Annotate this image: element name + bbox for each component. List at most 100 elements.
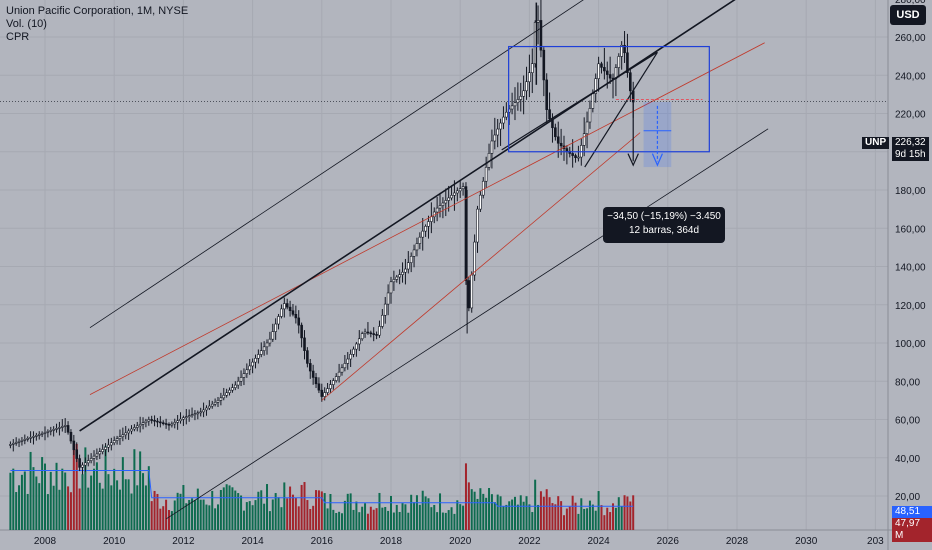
candle-body	[427, 221, 430, 227]
candle-body	[147, 419, 151, 422]
candle-body	[245, 369, 249, 374]
volume-bar	[61, 468, 64, 530]
volume-bar	[41, 457, 44, 530]
volume-bar	[167, 509, 170, 530]
outer-channel-lower	[165, 128, 769, 520]
candle-body	[138, 423, 142, 427]
candle-body	[228, 389, 231, 394]
volume-bar	[185, 503, 188, 530]
candle-body	[104, 446, 107, 450]
volume-bar	[392, 512, 395, 530]
volume-bar	[49, 471, 52, 530]
candle-body	[461, 186, 465, 190]
x-tick-label: 2008	[34, 536, 57, 547]
candle-body	[208, 405, 211, 409]
candle-body	[242, 373, 246, 378]
volume-bar	[303, 482, 306, 530]
y-tick-label: 120,00	[895, 301, 926, 312]
candle-body	[582, 133, 586, 146]
volume-bar	[375, 508, 378, 530]
volume-bar	[173, 500, 176, 530]
candle-body	[360, 333, 364, 340]
volume-bar	[283, 482, 286, 530]
symbol-title[interactable]: Union Pacific Corporation, 1M, NYSE	[6, 5, 189, 17]
volume-bar	[571, 495, 574, 530]
candle-body	[306, 350, 309, 364]
volume-bar	[38, 483, 41, 530]
volume-bar	[534, 479, 537, 530]
x-tick-label: 2028	[726, 536, 749, 547]
volume-bar	[139, 451, 142, 530]
currency-button[interactable]: USD	[890, 5, 926, 25]
volume-bar	[144, 485, 147, 530]
volume-bar	[98, 482, 101, 530]
volume-bar	[482, 493, 485, 530]
volume-bar	[20, 474, 23, 530]
candle-body	[435, 207, 439, 213]
candle-body	[20, 440, 24, 442]
x-tick-label: 2010	[103, 536, 126, 547]
candle-body	[421, 230, 425, 238]
candle-body	[620, 44, 623, 57]
cpr-indicator-label[interactable]: CPR	[6, 31, 30, 43]
volume-bar	[208, 505, 211, 530]
x-tick-label: 2018	[380, 536, 403, 547]
candle-body	[450, 195, 453, 199]
volume-bar	[577, 513, 580, 530]
candle-body	[254, 357, 257, 363]
volume-bar	[104, 445, 107, 530]
candle-body	[441, 202, 445, 206]
candle-body	[412, 249, 416, 257]
candle-body	[528, 72, 531, 83]
candle-body	[43, 432, 47, 434]
volume-bar	[620, 506, 623, 530]
candle-body	[430, 216, 433, 222]
volume-bar	[632, 495, 635, 530]
candle-body	[409, 255, 413, 263]
volume-bar	[439, 493, 442, 530]
price-tag-countdown: 9d 15h	[892, 149, 929, 161]
candle-body	[608, 74, 612, 79]
volume-bar	[574, 502, 577, 530]
candle-body	[378, 326, 381, 336]
volume-bar	[364, 503, 367, 530]
volume-bar	[372, 509, 375, 530]
candle-body	[69, 431, 73, 442]
candle-body	[352, 348, 355, 355]
candle-body	[222, 394, 226, 399]
wedge-lower	[584, 51, 658, 168]
candle-body	[571, 153, 574, 156]
volume-bar	[179, 493, 182, 530]
volume-bar	[436, 512, 439, 530]
volume-bar	[568, 506, 571, 530]
candle-body	[216, 400, 220, 403]
volume-bar	[26, 493, 29, 530]
volume-indicator-label[interactable]: Vol. (10)	[6, 18, 47, 30]
candle-body	[11, 443, 15, 445]
candle-body	[179, 418, 182, 422]
volume-bar	[516, 504, 519, 530]
y-tick-label: 80,00	[895, 377, 920, 388]
volume-bar	[165, 499, 168, 530]
volume-bar	[245, 502, 248, 530]
volume-bar	[286, 498, 289, 530]
volume-bar	[153, 490, 156, 530]
volume-bar	[18, 485, 21, 530]
x-tick-label: 2026	[657, 536, 680, 547]
candle-body	[355, 343, 358, 350]
candle-body	[424, 226, 427, 232]
candle-body	[265, 342, 269, 348]
candle-body	[530, 63, 534, 74]
candle-body	[545, 79, 549, 110]
candle-body	[556, 136, 560, 144]
candle-body	[84, 462, 87, 466]
volume-bar	[130, 493, 133, 530]
volume-bar	[90, 475, 93, 530]
volume-last-tag: 47,97 M	[892, 518, 932, 542]
volume-bar	[623, 495, 626, 530]
candle-body	[213, 401, 217, 405]
candle-body	[363, 331, 367, 334]
candle-body	[453, 192, 456, 196]
volume-bar	[251, 505, 254, 530]
